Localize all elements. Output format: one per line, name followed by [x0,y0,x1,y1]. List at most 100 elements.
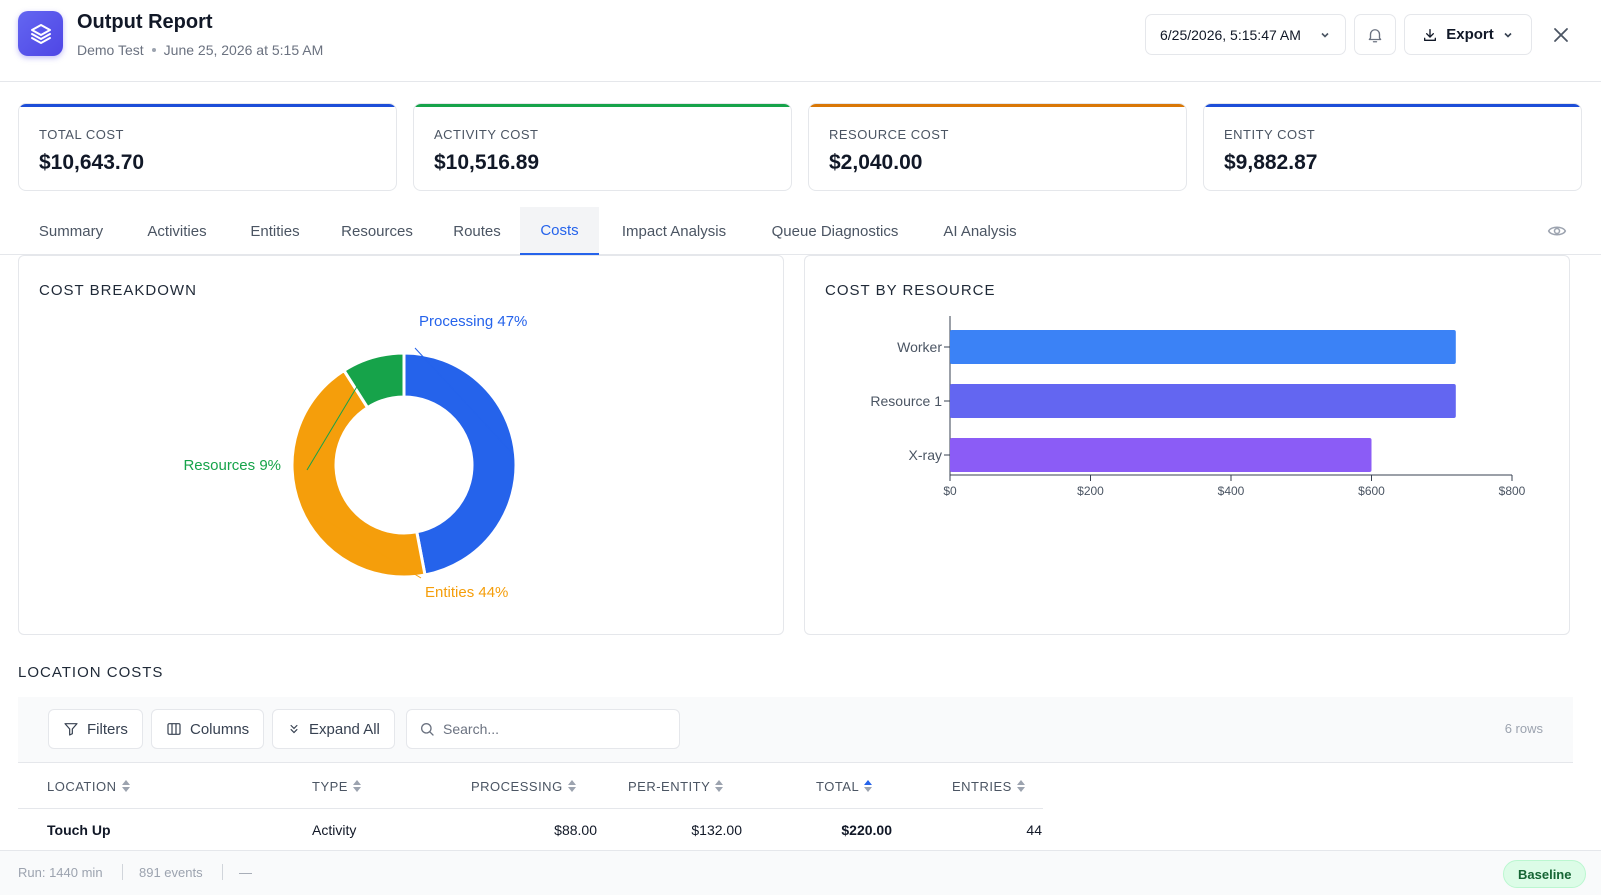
donut-label-processing: Processing 47% [419,313,527,330]
export-button[interactable]: Export [1404,14,1532,55]
location-costs-title: LOCATION COSTS [18,664,164,681]
cost-breakdown-donut-chart: Processing 47% Entities 44% Resources 9% [183,313,527,601]
y-tick-label: Resource 1 [870,393,942,409]
row-count: 6 rows [1504,721,1543,736]
cell-processing: $88.00 [554,822,597,838]
bar-resource-1[interactable] [950,384,1456,418]
column-header-entries[interactable]: ENTRIES [952,763,1025,809]
table-row[interactable]: Touch Up Activity $88.00 $132.00 $220.00… [18,810,1043,850]
tab-queue-diagnostics[interactable]: Queue Diagnostics [771,222,899,240]
baseline-badge[interactable]: Baseline [1503,860,1587,888]
kpi-label: RESOURCE COST [829,127,949,142]
kpi-card-entity-cost: ENTITY COST $9,882.87 [1203,103,1582,191]
page-subtitle: Demo Test June 25, 2026 at 5:15 AM [77,42,323,58]
bar-x-ray[interactable] [950,438,1372,472]
tab-routes[interactable]: Routes [453,222,501,240]
expand-all-button[interactable]: Expand All [272,709,395,749]
donut-slice-resources[interactable] [341,351,406,410]
tab-entities[interactable]: Entities [250,222,300,240]
status-placeholder: — [239,865,252,880]
divider [122,864,123,880]
column-header-label: ENTRIES [952,778,1012,794]
column-header-label: TYPE [312,778,348,794]
chevron-down-icon [1504,32,1512,38]
kpi-card-total-cost: TOTAL COST $10,643.70 [18,103,397,191]
sort-icon [715,780,724,792]
event-count: 891 events [139,865,203,880]
sort-icon [864,780,873,792]
chevrons-down-icon [290,724,298,734]
x-tick-label: $400 [1218,484,1245,498]
kpi-label: ENTITY COST [1224,127,1316,142]
column-header-type[interactable]: TYPE [312,763,361,809]
donut-leader-line [301,505,422,579]
donut-leader-line [414,347,514,455]
cost-by-resource-title: COST BY RESOURCE [825,282,996,299]
tab-summary[interactable]: Summary [38,222,104,240]
columns-button[interactable]: Columns [151,709,265,749]
filter-icon [64,723,78,736]
cost-breakdown-title: COST BREAKDOWN [39,282,197,299]
x-tick-label: $0 [943,484,957,498]
filters-button[interactable]: Filters [48,709,143,749]
status-bar: Run: 1440 min 891 events — Baseline [0,850,1601,895]
tab-ai-analysis[interactable]: AI Analysis [943,222,1017,240]
sort-icon [121,780,130,792]
tab-activities[interactable]: Activities [147,222,207,240]
chevron-down-icon [1321,32,1329,38]
search-icon [421,723,434,736]
table-header: LOCATION TYPE PROCESSING PER-ENTITY TOTA… [18,763,1043,809]
cost-by-resource-bar-chart: Worker Resource 1 X-ray $0 $200 $400 $600 $800 [870,316,1526,498]
kpi-label: ACTIVITY COST [434,127,539,142]
donut-label-resources: Resources 9% [183,457,281,474]
column-header-per-entity[interactable]: PER-ENTITY [628,763,724,809]
report-tabs: Summary Activities Entities Resources Ro… [0,207,1601,255]
download-icon [1424,28,1437,41]
kpi-value: $9,882.87 [1224,151,1318,174]
cell-entries: 44 [1026,822,1042,838]
eye-icon [1547,226,1567,236]
x-tick-label: $600 [1358,484,1385,498]
run-date-select-value: 6/25/2026, 5:15:47 AM [1160,26,1301,43]
search-input[interactable] [443,721,643,737]
kpi-label: TOTAL COST [39,127,124,142]
run-date: June 25, 2026 at 5:15 AM [163,42,324,58]
column-header-processing[interactable]: PROCESSING [471,763,576,809]
cell-total: $220.00 [841,822,892,838]
kpi-card-resource-cost: RESOURCE COST $2,040.00 [808,103,1187,191]
donut-slice-processing[interactable] [402,351,518,577]
cell-location: Touch Up [47,822,111,838]
donut-slice-entities[interactable] [290,368,427,579]
kpi-card-activity-cost: ACTIVITY COST $10,516.89 [413,103,792,191]
cost-by-resource-panel: COST BY RESOURCE Worker Resource 1 X-ray $0… [804,255,1570,635]
search-field[interactable] [406,709,680,749]
close-button[interactable] [1546,20,1576,50]
sort-icon [567,780,576,792]
tab-costs[interactable]: Costs [520,207,599,255]
column-header-label: PER-ENTITY [628,778,711,794]
columns-label: Columns [190,720,250,738]
column-header-label: LOCATION [47,778,117,794]
run-date-select[interactable]: 6/25/2026, 5:15:47 AM [1145,14,1346,55]
page-title: Output Report [77,11,213,33]
column-header-location[interactable]: LOCATION [47,763,130,809]
table-toolbar: Filters Columns Expand All 6 rows [18,697,1573,763]
tab-resources[interactable]: Resources [341,222,413,240]
cell-per-entity: $132.00 [691,822,742,838]
kpi-accent-bar [19,104,396,107]
y-tick-label: Worker [897,339,942,355]
bar-worker[interactable] [950,330,1456,364]
tab-impact-analysis[interactable]: Impact Analysis [621,222,727,240]
donut-label-entities: Entities 44% [425,584,508,601]
kpi-accent-bar [809,104,1186,107]
column-header-label: TOTAL [816,778,860,794]
filters-label: Filters [87,720,128,738]
visibility-toggle[interactable] [1547,221,1567,246]
kpi-value: $10,643.70 [39,151,145,174]
separator-dot [151,48,156,52]
notifications-button[interactable] [1354,14,1396,55]
cost-breakdown-panel: COST BREAKDOWN Processing 47% Entities 44… [18,255,784,635]
columns-icon [167,723,181,735]
column-header-total[interactable]: TOTAL [816,763,873,809]
x-tick-label: $200 [1077,484,1104,498]
